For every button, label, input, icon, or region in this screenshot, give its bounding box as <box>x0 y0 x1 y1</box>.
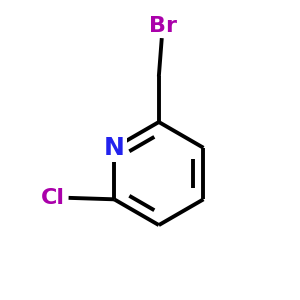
Text: Br: Br <box>149 16 177 36</box>
Text: N: N <box>104 136 124 160</box>
Text: Cl: Cl <box>40 188 64 208</box>
